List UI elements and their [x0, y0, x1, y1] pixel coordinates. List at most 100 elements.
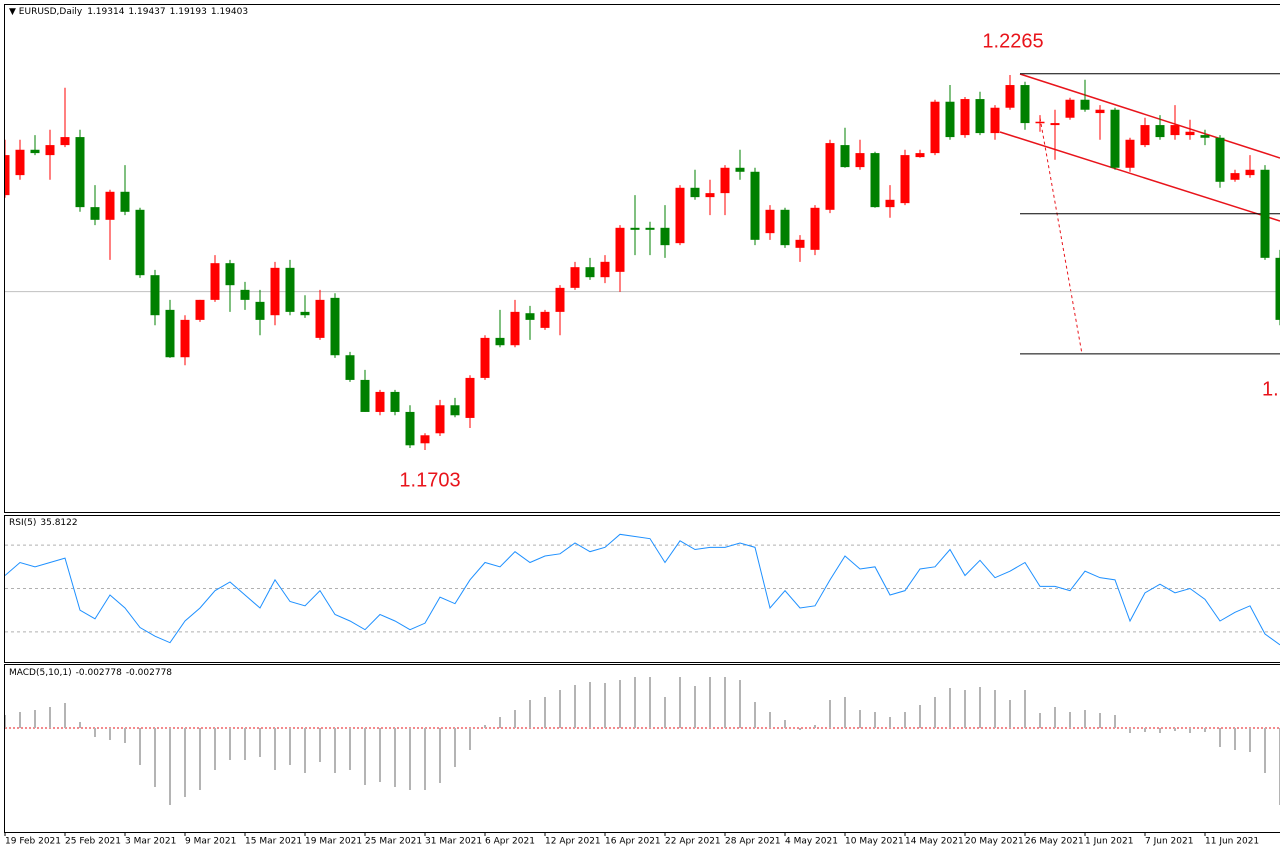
x-tick-label: 9 Mar 2021 — [185, 837, 236, 847]
candle-body — [1141, 125, 1150, 145]
candle-body — [391, 392, 400, 412]
macd-bar — [739, 680, 741, 728]
x-tick-label: 26 May 2021 — [1025, 837, 1084, 847]
macd-bar — [469, 728, 471, 750]
x-tick-label: 31 Mar 2021 — [425, 837, 482, 847]
header-high: 1.19437 — [128, 7, 165, 17]
macd-bar — [604, 683, 606, 728]
candle-body — [511, 312, 520, 345]
candle-body — [1126, 140, 1135, 168]
macd-bar — [274, 728, 276, 770]
header-open: 1.19314 — [87, 7, 124, 17]
candle-body — [211, 263, 220, 300]
macd-bar — [1024, 690, 1026, 728]
candle-body — [316, 300, 325, 338]
candle-body — [1246, 170, 1255, 175]
candle-body — [1261, 170, 1270, 258]
macd-bar — [1174, 728, 1176, 731]
candle-body — [31, 150, 40, 153]
candle-body — [1036, 122, 1045, 124]
price-annotation: 1.2265 — [982, 30, 1043, 52]
macd-bar — [694, 686, 696, 728]
macd-bar — [409, 728, 411, 790]
macd-bar — [544, 697, 546, 728]
candle-body — [481, 338, 490, 378]
candle-body — [691, 188, 700, 197]
candle-body — [151, 275, 160, 315]
candle-body — [256, 302, 265, 320]
candle-body — [556, 288, 565, 312]
macd-bar — [784, 720, 786, 728]
x-tick-label: 4 May 2021 — [785, 837, 838, 847]
candle-body — [661, 228, 670, 245]
macd-bar — [1234, 728, 1236, 750]
header-arrow: ▼ — [9, 7, 19, 17]
macd-bar — [829, 700, 831, 728]
macd-bar — [814, 725, 816, 728]
macd-bar — [19, 712, 21, 728]
macd-bar — [874, 712, 876, 728]
macd-bar — [229, 728, 231, 760]
candle-body — [16, 150, 25, 175]
macd-bar — [139, 728, 141, 765]
macd-bar — [904, 712, 906, 728]
macd-bar — [1159, 728, 1161, 733]
macd-bar — [859, 710, 861, 728]
candle-body — [811, 208, 820, 250]
macd-bar — [304, 728, 306, 773]
candle-body — [226, 263, 235, 285]
macd-bar — [1114, 715, 1116, 728]
macd-bar — [799, 728, 801, 730]
macd-bar — [634, 677, 636, 728]
candle-body — [736, 168, 745, 172]
candle-body — [601, 262, 610, 277]
rsi-header: RSI(5)35.8122 — [9, 518, 78, 528]
candle-body — [931, 102, 940, 153]
macd-bar — [34, 710, 36, 728]
candle-body — [1006, 85, 1015, 108]
macd-bar — [949, 688, 951, 728]
candle-body — [1081, 100, 1090, 110]
macd-bar — [124, 728, 126, 743]
candle-body — [181, 320, 190, 357]
candle-body — [796, 240, 805, 248]
candle-body — [631, 228, 640, 230]
macd-bar — [1099, 713, 1101, 728]
macd-bar — [184, 728, 186, 797]
macd-bar — [364, 728, 366, 785]
candle-body — [751, 172, 760, 240]
macd-bar — [439, 728, 441, 783]
macd-bar — [214, 728, 216, 770]
candle-body — [1111, 110, 1120, 168]
candle-body — [1051, 123, 1060, 125]
candle-body — [856, 153, 865, 167]
candle-body — [106, 192, 115, 220]
macd-bar — [64, 703, 66, 728]
macd-bar — [994, 690, 996, 728]
macd-bar — [1039, 713, 1041, 728]
macd-bar — [619, 680, 621, 728]
candle-body — [421, 435, 430, 443]
macd-bar — [259, 728, 261, 757]
macd-bar — [319, 728, 321, 762]
macd-bar — [1084, 710, 1086, 728]
candle-body — [1216, 138, 1225, 182]
x-tick-label: 19 Feb 2021 — [5, 837, 61, 847]
macd-bar — [919, 705, 921, 728]
candle-body — [346, 355, 355, 380]
macd-signal: -0.002778 — [126, 668, 172, 678]
candle-body — [1171, 125, 1180, 135]
candle-body — [451, 405, 460, 415]
candle-body — [676, 188, 685, 243]
candle-body — [1156, 125, 1165, 137]
macd-bar — [154, 728, 156, 787]
candle-body — [1231, 173, 1240, 180]
candle-body — [841, 145, 850, 167]
candle-body — [706, 193, 715, 197]
macd-bar — [649, 677, 651, 728]
macd-bar — [529, 700, 531, 728]
macd-bar — [394, 728, 396, 787]
macd-bar — [334, 728, 336, 773]
macd-bar — [769, 712, 771, 728]
